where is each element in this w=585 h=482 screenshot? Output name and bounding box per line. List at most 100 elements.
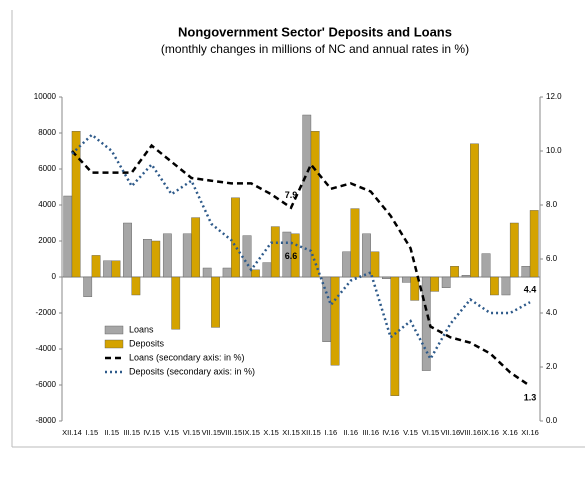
legend-label: Loans [129, 324, 154, 334]
x-tick-label: XI.16 [521, 428, 539, 437]
bar [123, 222, 132, 278]
x-tick-label: II.15 [104, 428, 119, 437]
legend-label: Deposits (secondary axis: in %) [129, 366, 255, 376]
bar [322, 276, 332, 343]
y-tick-label: 4000 [38, 200, 56, 209]
bar [71, 130, 81, 278]
bar [490, 276, 499, 296]
x-tick-label: VI.15 [183, 428, 201, 437]
bar [430, 276, 440, 292]
bar [370, 251, 380, 278]
x-tick-label: X.16 [502, 428, 517, 437]
bar [242, 235, 252, 278]
y2-tick-label: 10.0 [546, 146, 562, 155]
x-tick-label: X.15 [263, 428, 278, 437]
x-tick-label: VI.15 [422, 428, 440, 437]
line [71, 143, 531, 387]
line [71, 133, 531, 362]
bar [202, 267, 212, 278]
bar [302, 114, 312, 278]
bar [162, 233, 172, 278]
bar [262, 262, 272, 278]
bar [83, 276, 93, 297]
bar [501, 276, 511, 296]
chart-title: Nongovernment Sector' Deposits and Loans [178, 24, 452, 39]
y2-tick-label: 12.0 [546, 92, 562, 101]
bar [521, 266, 531, 278]
bar [350, 208, 360, 278]
bar [143, 238, 152, 278]
bar [91, 255, 101, 278]
bar [401, 276, 411, 283]
x-tick-label: V.15 [403, 428, 418, 437]
bar [111, 260, 121, 278]
bar [131, 276, 141, 296]
bar [182, 233, 192, 278]
bar [330, 276, 340, 366]
x-tick-label: XII.15 [301, 428, 321, 437]
data-label: 7.9 [285, 190, 298, 200]
bar [251, 269, 260, 278]
x-tick-label: IV.16 [382, 428, 399, 437]
bar [481, 253, 491, 278]
y2-tick-label: 0.0 [546, 416, 558, 425]
data-label: 6.6 [285, 251, 298, 261]
bar [191, 217, 201, 278]
x-tick-label: II.16 [343, 428, 358, 437]
data-label: 4.4 [524, 285, 537, 295]
x-tick-label: VIII.15 [220, 428, 242, 437]
bar [151, 240, 161, 278]
bar [270, 226, 280, 278]
bar [410, 276, 420, 301]
y-tick-label: 0 [52, 272, 57, 281]
bar [290, 233, 300, 278]
bar [171, 276, 181, 330]
x-tick-label: IX.16 [481, 428, 499, 437]
bar [470, 143, 479, 278]
bar [342, 251, 351, 278]
bar [211, 276, 220, 328]
bar [509, 222, 519, 278]
y-tick-label: 6000 [38, 164, 56, 173]
bar [222, 267, 232, 278]
x-tick-label: IV.15 [143, 428, 160, 437]
bar [450, 266, 459, 278]
y2-tick-label: 8.0 [546, 200, 558, 209]
x-tick-label: I.16 [325, 428, 338, 437]
y-tick-label: -6000 [36, 380, 57, 389]
x-tick-label: XII.14 [62, 428, 82, 437]
x-tick-label: VII.16 [441, 428, 461, 437]
y-tick-label: 8000 [38, 128, 56, 137]
bar [231, 197, 240, 278]
legend-swatch [104, 339, 124, 349]
x-tick-label: III.16 [362, 428, 379, 437]
x-tick-label: VIII.16 [459, 428, 481, 437]
bar [461, 275, 471, 278]
bar [529, 210, 539, 278]
x-tick-label: XI.15 [282, 428, 300, 437]
y-tick-label: 2000 [38, 236, 56, 245]
bar [310, 130, 320, 278]
data-label: 1.3 [524, 392, 537, 402]
legend-swatch [104, 325, 124, 335]
bar [441, 276, 451, 289]
y2-tick-label: 6.0 [546, 254, 558, 263]
bar [63, 195, 73, 278]
y-tick-label: -2000 [36, 308, 57, 317]
legend-label: Loans (secondary axis: in %) [129, 352, 245, 362]
legend-label: Deposits [129, 338, 165, 348]
x-tick-label: III.15 [123, 428, 140, 437]
bar [362, 233, 371, 278]
x-tick-label: IX.15 [242, 428, 260, 437]
x-tick-label: V.15 [164, 428, 179, 437]
y-tick-label: -8000 [36, 416, 57, 425]
y2-tick-label: 4.0 [546, 308, 558, 317]
bar [382, 276, 391, 279]
bar [421, 276, 431, 371]
y2-tick-label: 2.0 [546, 362, 558, 371]
y-tick-label: -4000 [36, 344, 57, 353]
x-tick-label: I.15 [86, 428, 99, 437]
y-tick-label: 10000 [34, 92, 57, 101]
x-tick-label: VII.15 [202, 428, 222, 437]
